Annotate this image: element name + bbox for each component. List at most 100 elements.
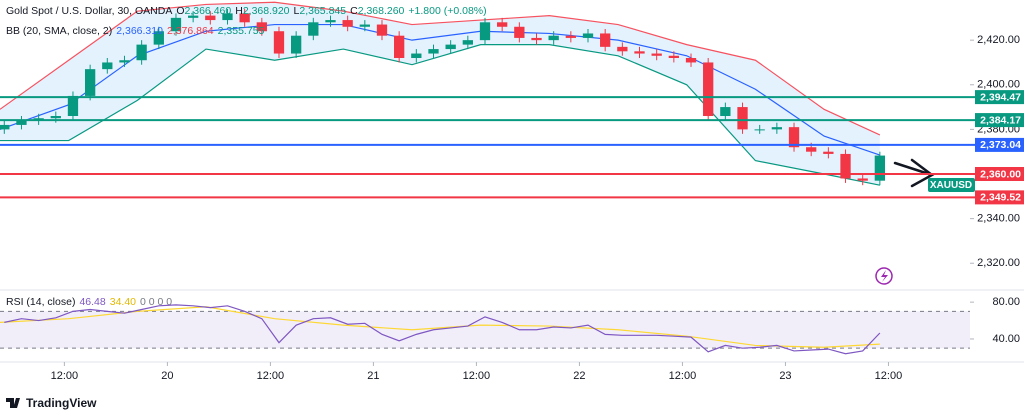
candle-body bbox=[411, 53, 422, 58]
legend-bb: BB (20, SMA, close, 2) 2,366.310 2,376.864… bbox=[6, 25, 265, 37]
ohlc-value: 2,368.260 bbox=[358, 5, 405, 17]
candle-body bbox=[823, 151, 834, 154]
level-label: 2,384.17 bbox=[980, 114, 1021, 126]
ohlc-key: O bbox=[176, 5, 184, 17]
rsi-line bbox=[4, 304, 881, 355]
candle-body bbox=[668, 55, 679, 58]
bb-name: BB (20, SMA, close, 2) bbox=[6, 25, 112, 37]
candle-body bbox=[788, 127, 800, 148]
bb-value: 2,376.864 bbox=[167, 25, 214, 37]
ohlc-value: 2,368.920 bbox=[243, 5, 290, 17]
candle-body bbox=[565, 35, 576, 38]
candle-body bbox=[634, 51, 645, 54]
candle-body bbox=[617, 46, 628, 52]
candle-body bbox=[136, 44, 147, 61]
x-tick-label: 23 bbox=[779, 370, 791, 382]
candle-body bbox=[685, 58, 697, 63]
candle-body bbox=[428, 49, 439, 54]
level-label: 2,360.00 bbox=[980, 168, 1021, 180]
candle-body bbox=[600, 33, 611, 47]
candle-body bbox=[394, 35, 405, 58]
candle-body bbox=[806, 147, 817, 152]
alert-icon[interactable] bbox=[875, 267, 893, 285]
y-tick-label: 2,420.00 bbox=[977, 34, 1020, 46]
candle-body bbox=[50, 116, 61, 119]
candle-body bbox=[874, 155, 886, 181]
ohlc-key: H bbox=[235, 5, 243, 17]
candle-body bbox=[119, 60, 130, 63]
x-tick-label: 12:00 bbox=[463, 370, 491, 382]
rsi-y-tick-label: 40.00 bbox=[992, 333, 1020, 345]
candle-body bbox=[479, 22, 491, 41]
candle-body bbox=[239, 13, 250, 23]
bb-value: 2,366.310 bbox=[116, 25, 163, 37]
candle-body bbox=[445, 44, 456, 50]
candle-body bbox=[359, 24, 370, 27]
candle-body bbox=[84, 69, 96, 96]
candle-body bbox=[737, 107, 748, 130]
x-tick-label: 21 bbox=[367, 370, 379, 382]
candle-body bbox=[754, 129, 765, 131]
candle-body bbox=[0, 124, 10, 130]
x-tick-label: 12:00 bbox=[669, 370, 697, 382]
band-line bbox=[0, 1, 881, 136]
ohlc-key: C bbox=[350, 5, 358, 17]
candle-body bbox=[205, 15, 216, 21]
band-fill bbox=[0, 2, 880, 186]
candle-body bbox=[273, 31, 285, 54]
candle-body bbox=[582, 33, 594, 38]
y-tick-label: 2,320.00 bbox=[977, 257, 1020, 269]
candle-body bbox=[342, 20, 353, 27]
logo-mark bbox=[6, 398, 20, 408]
candle-body bbox=[325, 20, 336, 23]
level-tag bbox=[975, 90, 1024, 105]
legend-rsi: RSI (14, close) 46.48 34.40 0 0 0 0 bbox=[6, 296, 172, 308]
candle-body bbox=[651, 53, 662, 56]
candle-body bbox=[548, 35, 559, 41]
level-tag bbox=[975, 167, 1024, 181]
plot-area bbox=[0, 1, 886, 186]
candle-body bbox=[67, 95, 79, 116]
rsi-extra: 0 0 0 0 bbox=[140, 296, 172, 308]
candle-body bbox=[462, 40, 473, 45]
symbol: Gold Spot / U.S. Dollar, 30, OANDA bbox=[6, 5, 172, 17]
candle-body bbox=[840, 153, 851, 179]
level-label: 2,394.47 bbox=[980, 91, 1021, 103]
candle-body bbox=[376, 24, 388, 36]
candle-body bbox=[857, 178, 868, 181]
candle-body bbox=[102, 62, 113, 70]
level-label: 2,349.52 bbox=[980, 192, 1021, 204]
y-tick-label: 2,340.00 bbox=[977, 213, 1020, 225]
y-tick-label: 2,400.00 bbox=[977, 79, 1020, 91]
x-tick-label: 12:00 bbox=[51, 370, 79, 382]
band-line bbox=[0, 23, 881, 156]
ohlc-value: 2,365.845 bbox=[299, 5, 346, 17]
rsi-ma-value: 34.40 bbox=[110, 296, 136, 308]
rsi-name: RSI (14, close) bbox=[6, 296, 75, 308]
ohlc-value: 2,366.460 bbox=[185, 5, 232, 17]
candle-body bbox=[703, 62, 714, 116]
alert-bolt bbox=[881, 270, 888, 282]
rsi-value: 46.48 bbox=[79, 296, 105, 308]
candle-body bbox=[308, 22, 319, 36]
candle-body bbox=[771, 127, 783, 130]
candle-body bbox=[531, 37, 542, 41]
x-tick-label: 20 bbox=[161, 370, 173, 382]
bb-value: 2,355.755 bbox=[218, 25, 265, 37]
level-tag bbox=[975, 113, 1024, 128]
ohlc-change: +1.800 (+0.08%) bbox=[408, 5, 486, 17]
candle-body bbox=[222, 13, 233, 21]
level-tag bbox=[975, 190, 1024, 205]
x-tick-label: 12:00 bbox=[257, 370, 285, 382]
x-tick-label: 12:00 bbox=[875, 370, 903, 382]
candle-body bbox=[256, 22, 267, 32]
ohlc-key: L bbox=[294, 5, 300, 17]
band-line bbox=[0, 44, 880, 186]
candle-body bbox=[291, 35, 302, 54]
rsi-y-tick-label: 80.00 bbox=[992, 296, 1020, 308]
candle-body bbox=[720, 107, 731, 116]
legend-ohlc: Gold Spot / U.S. Dollar, 30, OANDA O2,366… bbox=[6, 5, 487, 17]
candle-body bbox=[170, 17, 182, 32]
